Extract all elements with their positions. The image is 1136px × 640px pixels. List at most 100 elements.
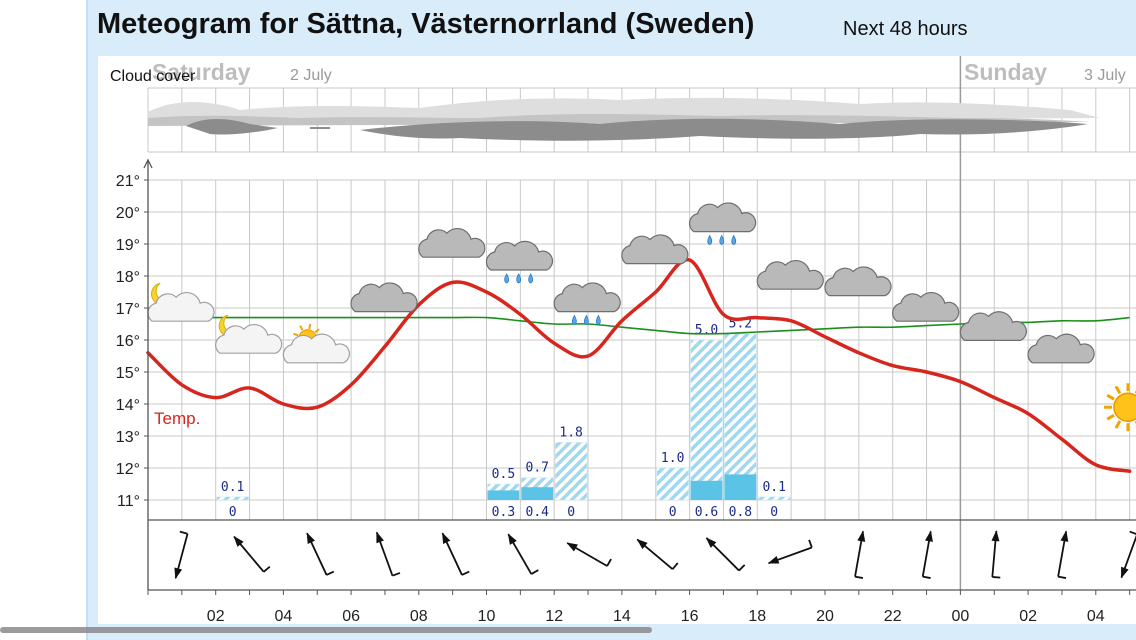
x-tick-label: 16 [681, 608, 699, 625]
wind-arrow [174, 530, 189, 580]
x-tick-label: 06 [342, 608, 360, 625]
temperature-line [146, 258, 1132, 473]
wind-barb [392, 572, 401, 577]
precip-value-label: 0 [770, 505, 778, 520]
moon-partly-cloudy-icon [147, 282, 215, 322]
cloud-icon [1027, 333, 1095, 364]
wind-head [306, 532, 315, 545]
day-date-saturday: 2 July [290, 67, 332, 84]
rain-cloud-icon [688, 202, 757, 246]
precip-bar [487, 490, 520, 500]
wind-barb [179, 530, 188, 535]
x-tick-label: 08 [410, 608, 428, 625]
sun-ray [308, 323, 312, 330]
rain-cloud-icon [485, 240, 554, 284]
x-tick-label: 10 [478, 608, 496, 625]
raindrop [719, 234, 725, 246]
wind-head [442, 532, 451, 545]
precip-max-label: 0.7 [526, 461, 549, 476]
wind-arrow [441, 532, 470, 576]
green-series-line [147, 316, 1130, 335]
precip-bar [521, 487, 554, 500]
raindrop [528, 273, 534, 284]
raindrop [504, 273, 510, 284]
day-date-sunday: 3 July [1084, 67, 1126, 84]
wind-head [233, 535, 244, 547]
y-tick-label: 19° [116, 237, 140, 254]
sun-icon [1103, 383, 1136, 432]
sun-ray [1106, 413, 1115, 421]
wind-head [925, 530, 933, 542]
x-tick-label: 00 [952, 608, 970, 625]
precip-value-label: 0.8 [729, 505, 752, 520]
day-name-sunday: Sunday [964, 59, 1047, 85]
cloud-cover-low-3 [360, 118, 1088, 141]
cloud-shape [1027, 333, 1095, 364]
cloud-icon [824, 266, 892, 297]
precipitation-bars: 0.100.50.30.70.41.801.005.00.65.20.80.10 [216, 317, 791, 520]
y-tick-label: 13° [116, 429, 140, 446]
day-name-saturday: Saturday [152, 59, 251, 85]
precip-max-bar [554, 442, 588, 501]
wind-arrow [507, 533, 539, 575]
sun-ray [299, 325, 304, 331]
wind-barb [738, 564, 746, 572]
wind-head [1060, 530, 1069, 542]
cloud-shape [756, 259, 824, 290]
precip-value-label: 0 [567, 505, 575, 520]
x-tick-label: 02 [1019, 608, 1037, 625]
wind-arrow [854, 530, 866, 579]
temp-series-label: Temp. [154, 409, 200, 428]
precip-max-label: 0.1 [221, 480, 244, 495]
horizontal-scrollbar[interactable] [0, 627, 652, 633]
cloud-icon [756, 259, 824, 290]
cloud-cover-low-2 [310, 127, 330, 129]
wind-arrow [1120, 530, 1136, 579]
y-tick-label: 11° [117, 493, 140, 510]
wind-head [174, 567, 183, 580]
cloud-shape [350, 282, 418, 313]
y-tick-label: 14° [116, 397, 140, 414]
cloud-cover-low-1 [186, 119, 278, 135]
wind-barb [1057, 575, 1067, 579]
cloud-icon [418, 227, 486, 258]
page-subtitle: Next 48 hours [843, 18, 968, 40]
cloud-shape [892, 291, 960, 322]
precip-value-label: 0 [229, 505, 237, 520]
wind-head [767, 556, 780, 564]
x-tick-label: 04 [1087, 608, 1105, 625]
precip-value-label: 0.4 [526, 505, 550, 520]
wind-head [636, 538, 648, 550]
raindrop [516, 273, 522, 284]
wind-arrow [375, 531, 401, 577]
cloud-shape [553, 282, 621, 313]
precip-max-bar [758, 496, 791, 501]
y-tick-label: 16° [116, 333, 140, 350]
raindrop [571, 314, 577, 326]
x-tick-label: 22 [884, 608, 902, 625]
sun-ray [1114, 385, 1122, 395]
wind-arrow [991, 530, 1001, 579]
precip-max-label: 5.0 [695, 323, 718, 338]
cloud-shape [959, 311, 1027, 341]
cloud-shape [621, 234, 689, 265]
wind-arrow [306, 532, 335, 576]
wind-arrow [566, 542, 612, 567]
raindrop [595, 314, 601, 326]
wind-barb [530, 569, 539, 575]
wind-barb [992, 576, 1001, 579]
cloud-shape [147, 291, 215, 322]
cloud-icon [892, 291, 960, 322]
precip-max-label: 0.5 [492, 467, 515, 482]
wind-head [1121, 566, 1129, 579]
cloud-shape [215, 323, 283, 354]
raindrop [731, 234, 737, 246]
precip-max-bar [724, 333, 757, 501]
cloud-shape [688, 202, 757, 233]
x-tick-label: 02 [207, 608, 225, 625]
series-lines [146, 258, 1132, 473]
y-tick-label: 12° [116, 461, 140, 478]
sun-ray [314, 328, 320, 334]
precip-bar [690, 480, 723, 500]
wind-arrow [705, 537, 746, 572]
